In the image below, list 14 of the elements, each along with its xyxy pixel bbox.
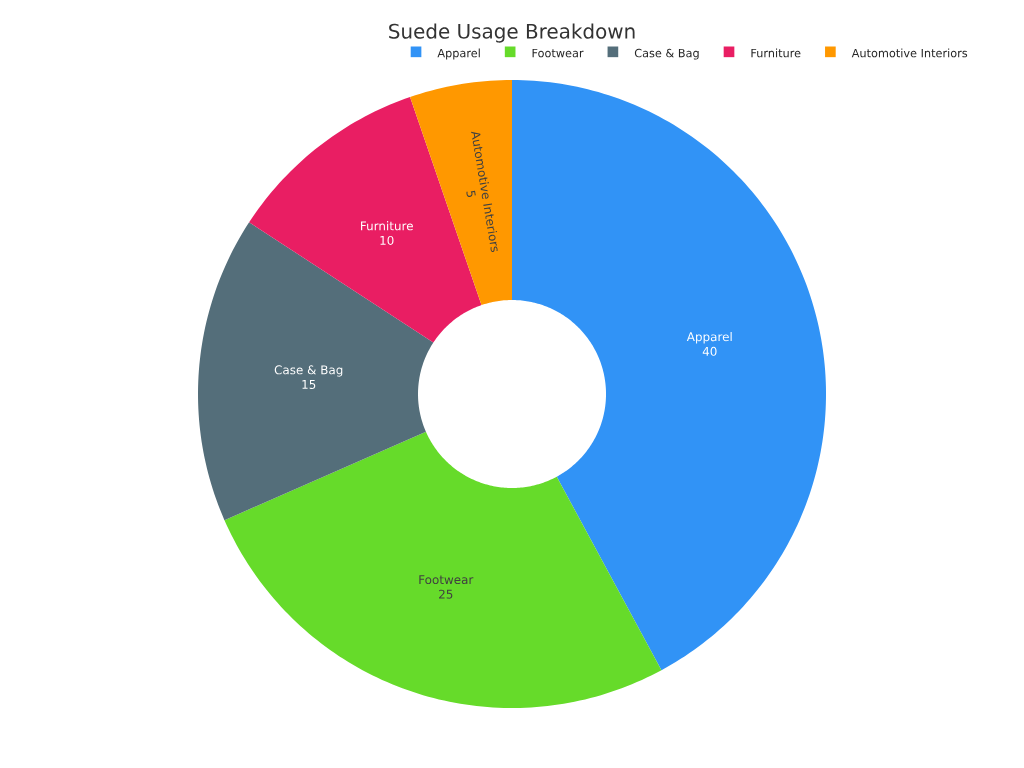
slice-label: Footwear: [419, 575, 474, 585]
data-label: 10: [380, 235, 394, 245]
legend-label: Footwear: [532, 48, 584, 58]
slice-label: Furniture: [361, 221, 413, 231]
data-label: 25: [439, 589, 453, 599]
data-label: 40: [702, 346, 717, 356]
data-label: 15: [302, 380, 316, 389]
legend-label: Automotive Interiors: [851, 48, 968, 58]
legend-label: Case & Bag: [634, 48, 699, 60]
legend-label: Apparel: [437, 48, 480, 60]
slice-label: Apparel: [686, 332, 732, 344]
slice-label: Case & Bag: [274, 365, 343, 377]
chart-title: Suede Usage Breakdown: [389, 23, 635, 43]
legend-label: Furniture: [751, 48, 801, 58]
